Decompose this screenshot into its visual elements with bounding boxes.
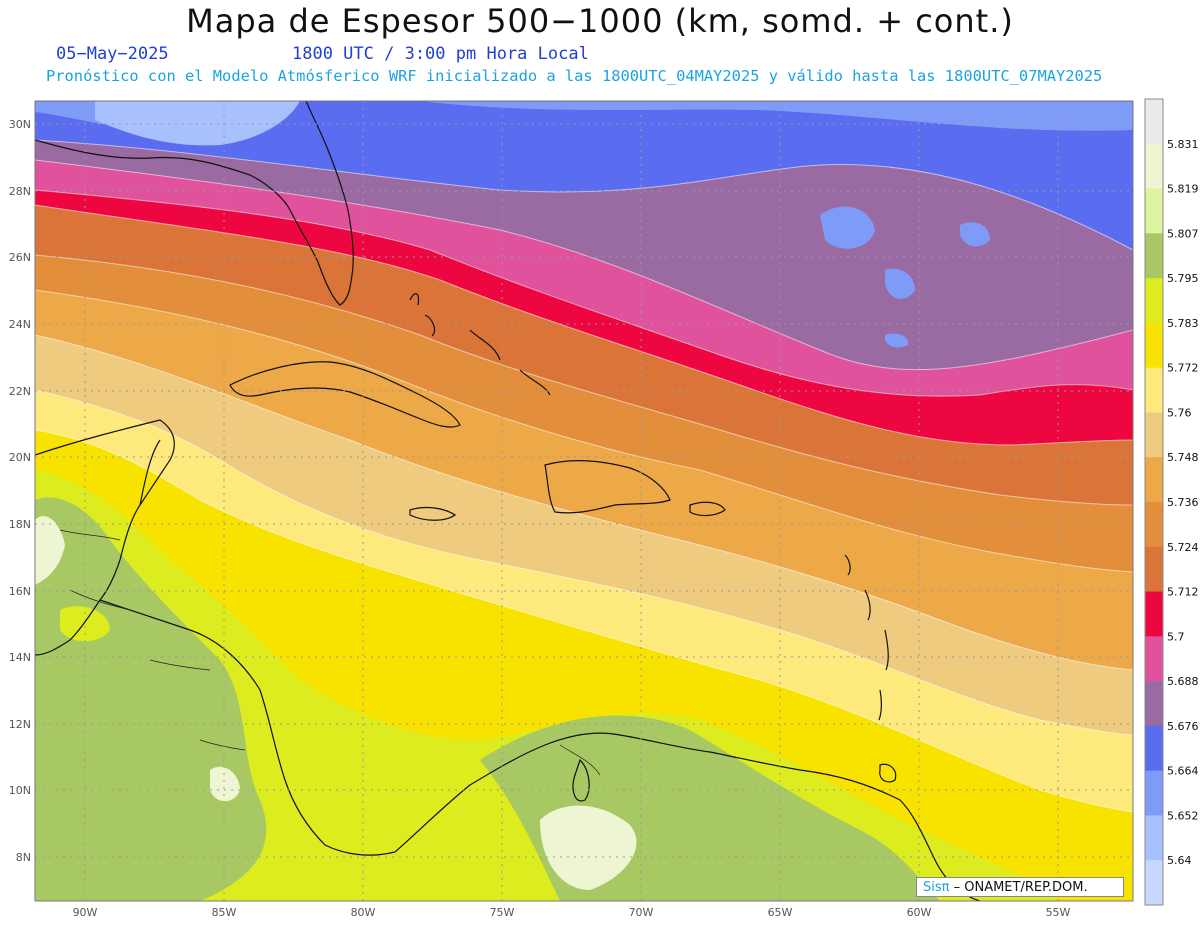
colorbar-swatch: [1145, 99, 1163, 145]
colorbar-label: 5.748: [1167, 451, 1199, 464]
gridlines: [35, 101, 1133, 901]
colorbar-label: 5.831: [1167, 138, 1199, 151]
lat-label-24n: 24N: [9, 318, 31, 331]
colorbar-label: 5.807: [1167, 227, 1199, 240]
lon-label-60w: 60W: [907, 906, 932, 919]
credit-box: Sisπ – ONAMET/REP.DOM.: [916, 877, 1124, 897]
colorbar-label: 5.736: [1167, 496, 1199, 509]
lon-label-65w: 65W: [768, 906, 793, 919]
lon-label-70w: 70W: [629, 906, 654, 919]
colorbar-swatch: [1145, 143, 1163, 190]
lat-label-12n: 12N: [9, 718, 31, 731]
colorbar-swatch: [1145, 322, 1163, 369]
colorbar-label: 5.772: [1167, 362, 1199, 375]
colorbar-label: 5.664: [1167, 765, 1199, 778]
colorbar: 5.831 5.819 5.807 5.795 5.783 5.772 5.76 5.748 5…: [1144, 98, 1199, 906]
colorbar-label: 5.783: [1167, 317, 1199, 330]
colorbar-label: 5.688: [1167, 675, 1199, 688]
lat-label-8n: 8N: [16, 851, 31, 864]
colorbar-label: 5.76: [1167, 406, 1192, 419]
colorbar-swatch: [1145, 591, 1163, 637]
sispi-logo: Sisπ: [923, 880, 950, 895]
lat-label-22n: 22N: [9, 385, 31, 398]
map-plot-area: [35, 101, 1133, 901]
colorbar-swatch: [1145, 770, 1163, 816]
colorbar-swatch: [1145, 233, 1163, 279]
lon-label-85w: 85W: [212, 906, 237, 919]
lat-label-16n: 16N: [9, 585, 31, 598]
colorbar-swatch: [1145, 457, 1163, 503]
colorbar-label: 5.7: [1167, 630, 1185, 643]
lon-label-80w: 80W: [351, 906, 376, 919]
colorbar-swatch: [1145, 278, 1163, 324]
forecast-time: 1800 UTC / 3:00 pm Hora Local: [292, 44, 589, 64]
lat-label-10n: 10N: [9, 784, 31, 797]
lat-label-30n: 30N: [9, 118, 31, 131]
lat-label-14n: 14N: [9, 651, 31, 664]
credit-org: – ONAMET/REP.DOM.: [949, 880, 1088, 895]
colorbar-swatch: [1145, 725, 1163, 772]
colorbar-label: 5.795: [1167, 272, 1199, 285]
map-title: Mapa de Espesor 500−1000 (km, somd. + co…: [186, 2, 1014, 40]
colorbar-swatch: [1145, 546, 1163, 593]
colorbar-swatch: [1145, 815, 1163, 861]
forecast-subtitle: Pronóstico con el Modelo Atmósferico WRF…: [46, 67, 1103, 85]
lon-label-75w: 75W: [490, 906, 515, 919]
colorbar-swatch: [1145, 188, 1163, 234]
lat-label-20n: 20N: [9, 451, 31, 464]
colorbar-swatch: [1145, 681, 1163, 727]
lon-label-55w: 55W: [1046, 906, 1071, 919]
lat-label-28n: 28N: [9, 185, 31, 198]
lat-label-26n: 26N: [9, 251, 31, 264]
colorbar-swatch: [1145, 367, 1163, 413]
colorbar-label: 5.724: [1167, 541, 1199, 554]
colorbar-label: 5.676: [1167, 720, 1199, 733]
forecast-date: 05−May−2025: [56, 44, 169, 64]
lat-label-18n: 18N: [9, 518, 31, 531]
colorbar-swatch: [1145, 636, 1163, 682]
colorbar-label: 5.819: [1167, 183, 1199, 196]
colorbar-swatch: [1145, 860, 1163, 906]
coastlines: [35, 101, 981, 901]
lon-label-90w: 90W: [73, 906, 98, 919]
colorbar-swatch: [1145, 502, 1163, 548]
colorbar-label: 5.64: [1167, 854, 1192, 867]
colorbar-label: 5.712: [1167, 586, 1199, 599]
colorbar-label: 5.652: [1167, 809, 1199, 822]
colorbar-swatch: [1145, 412, 1163, 458]
